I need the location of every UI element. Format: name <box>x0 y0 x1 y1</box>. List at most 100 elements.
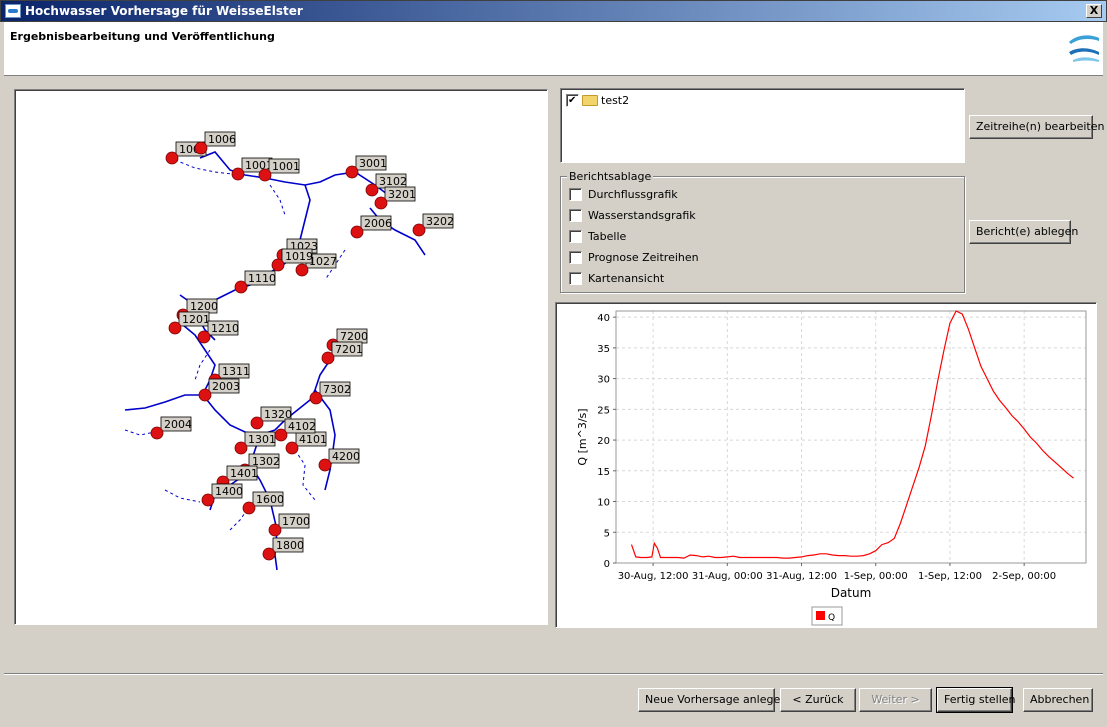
station-label: 4101 <box>299 433 327 446</box>
tributary-segment <box>164 489 201 503</box>
station-marker-icon[interactable] <box>262 547 276 561</box>
gauge-station[interactable]: 1201 <box>168 311 210 335</box>
station-marker-icon[interactable] <box>250 416 264 430</box>
new-forecast-button[interactable]: Neue Vorhersage anlegen <box>638 688 787 712</box>
station-label-box <box>355 155 387 171</box>
station-label-box <box>218 363 250 379</box>
gauge-station[interactable]: 2004 <box>150 416 192 440</box>
gauge-station[interactable]: 1210 <box>197 320 239 344</box>
station-label: 2003 <box>212 380 240 393</box>
option-map-view[interactable]: Kartenansicht <box>569 272 664 285</box>
store-report-button[interactable]: Bericht(e) ablegen <box>969 220 1078 244</box>
station-marker-icon[interactable] <box>242 501 256 515</box>
station-marker-icon[interactable] <box>271 258 285 272</box>
checkbox[interactable] <box>569 230 582 243</box>
x-tick-label: 31-Aug, 12:00 <box>766 571 837 582</box>
gauge-station[interactable]: 1320 <box>250 406 292 430</box>
y-tick-label: 0 <box>604 559 610 570</box>
station-marker-icon[interactable] <box>234 441 248 455</box>
gauge-station[interactable]: 7201 <box>321 341 363 365</box>
gauge-station[interactable]: 2006 <box>350 215 392 239</box>
gauge-station[interactable]: 1800 <box>262 537 304 561</box>
gauge-station[interactable]: 1110 <box>234 270 276 294</box>
station-marker-icon[interactable] <box>168 321 182 335</box>
station-label-box <box>178 311 210 327</box>
gauge-station[interactable]: 2003 <box>198 378 240 402</box>
checkbox[interactable] <box>569 188 582 201</box>
gauge-station[interactable]: 1027 <box>295 253 337 277</box>
option-flow-chart[interactable]: Durchflussgrafik <box>569 188 678 201</box>
close-button[interactable]: X <box>1086 4 1102 18</box>
forecast-tree[interactable]: test2 <box>560 88 965 163</box>
option-label: Kartenansicht <box>588 272 665 285</box>
gauge-station[interactable]: 3201 <box>374 186 416 210</box>
gauge-station[interactable]: 4200 <box>318 448 360 472</box>
station-label-box <box>272 537 304 553</box>
station-marker-icon[interactable] <box>274 428 288 442</box>
back-button[interactable]: < Zurück <box>780 688 856 712</box>
station-marker-icon[interactable] <box>318 458 332 472</box>
gauge-station[interactable]: 3102 <box>365 173 407 197</box>
tree-item-checkbox[interactable] <box>566 94 579 107</box>
station-marker-icon[interactable] <box>268 523 282 537</box>
option-water-level-chart[interactable]: Wasserstandsgrafik <box>569 209 696 222</box>
station-marker-icon[interactable] <box>345 165 359 179</box>
gauge-station[interactable]: 1001 <box>258 158 300 182</box>
edit-series-button[interactable]: Zeitreihe(n) bearbeiten <box>969 115 1104 139</box>
gauge-station[interactable]: 4101 <box>285 431 327 455</box>
station-marker-icon[interactable] <box>234 280 248 294</box>
station-marker-icon[interactable] <box>201 493 215 507</box>
discharge-chart-panel: 0 5 10 15 20 25 30 35 40 30-Aug, 12:00 31-Aug, 00… <box>555 302 1097 628</box>
station-label: 4200 <box>332 450 360 463</box>
station-marker-icon[interactable] <box>295 263 309 277</box>
station-label-box <box>244 431 276 447</box>
station-marker-icon[interactable] <box>321 351 335 365</box>
station-marker-icon[interactable] <box>285 441 299 455</box>
station-marker-icon[interactable] <box>350 225 364 239</box>
wizard-header: Ergebnisbearbeitung und Veröffentlichung <box>4 22 1103 76</box>
option-table[interactable]: Tabelle <box>569 230 626 243</box>
station-marker-icon[interactable] <box>412 223 426 237</box>
checkbox[interactable] <box>569 209 582 222</box>
tree-item-test2[interactable]: test2 <box>566 94 629 107</box>
gauge-station[interactable]: 3202 <box>412 213 454 237</box>
station-marker-icon[interactable] <box>231 167 245 181</box>
finish-button[interactable]: Fertig stellen <box>936 687 1016 713</box>
station-label-box <box>278 513 310 529</box>
station-label-box <box>252 491 284 507</box>
gauge-station[interactable]: 1600 <box>242 491 284 515</box>
map-view[interactable]: 1006 1006 1001 1001 3001 3102 3201 3202 2006 1027… <box>14 89 548 625</box>
gauge-station[interactable]: 1700 <box>268 513 310 537</box>
station-marker-icon[interactable] <box>150 426 164 440</box>
station-label-box <box>268 158 300 174</box>
gauge-station[interactable]: 1400 <box>201 483 243 507</box>
next-button[interactable]: Weiter > <box>859 688 932 712</box>
y-tick-label: 30 <box>597 375 610 386</box>
station-marker-icon[interactable] <box>365 183 379 197</box>
checkbox[interactable] <box>569 251 582 264</box>
gauge-station[interactable]: 1301 <box>234 431 276 455</box>
station-marker-icon[interactable] <box>198 388 212 402</box>
station-marker-icon[interactable] <box>197 330 211 344</box>
gauge-station[interactable]: 1006 <box>194 131 236 155</box>
option-forecast-series[interactable]: Prognose Zeitreihen <box>569 251 699 264</box>
station-marker-icon[interactable] <box>194 141 208 155</box>
station-label-box <box>360 215 392 231</box>
station-marker-icon[interactable] <box>309 391 323 405</box>
gauge-station[interactable]: 1001 <box>231 157 273 181</box>
station-marker-icon[interactable] <box>374 196 388 210</box>
station-marker-icon[interactable] <box>258 168 272 182</box>
station-marker-icon[interactable] <box>165 151 179 165</box>
station-label: 3102 <box>379 175 407 188</box>
tributary-segment <box>229 509 248 531</box>
cancel-button[interactable]: Abbrechen <box>1023 688 1093 712</box>
y-tick-label: 40 <box>597 313 610 324</box>
gauge-station[interactable]: 3001 <box>345 155 387 179</box>
station-label: 7200 <box>340 330 368 343</box>
station-label-box <box>204 131 236 147</box>
checkbox[interactable] <box>569 272 582 285</box>
gauge-station[interactable]: 1019 <box>271 248 313 272</box>
gauge-station[interactable]: 7302 <box>309 381 351 405</box>
gauge-station[interactable]: 4102 <box>274 418 316 442</box>
